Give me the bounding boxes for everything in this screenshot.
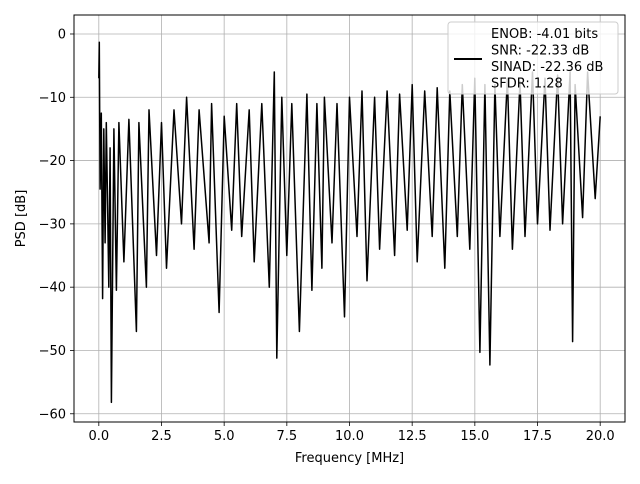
x-tick-label: 2.5 xyxy=(151,429,172,444)
legend-line: SNR: -22.33 dB xyxy=(491,44,589,59)
y-axis-ticks: 0 −10 −20 −30 −40 −50 −60 xyxy=(39,27,74,422)
legend-box xyxy=(447,21,619,95)
x-tick-label: 0.0 xyxy=(88,429,109,444)
x-axis-label: Frequency [MHz] xyxy=(295,451,404,466)
x-tick-label: 20.0 xyxy=(586,429,615,444)
x-tick-label: 12.5 xyxy=(398,429,427,444)
x-tick-label: 7.5 xyxy=(276,429,297,444)
x-axis-ticks: 0.0 2.5 5.0 7.5 10.0 12.5 15.0 17.5 20.0 xyxy=(88,422,615,444)
y-tick-label: −50 xyxy=(39,344,66,359)
y-tick-label: −20 xyxy=(39,154,66,169)
y-tick-label: −60 xyxy=(39,407,66,422)
y-tick-label: −10 xyxy=(39,91,66,106)
x-tick-label: 10.0 xyxy=(335,429,364,444)
grid xyxy=(74,15,625,422)
legend-line: SINAD: -22.36 dB xyxy=(491,60,603,75)
x-tick-label: 15.0 xyxy=(460,429,489,444)
y-tick-label: −30 xyxy=(39,217,66,232)
y-axis-label: PSD [dB] xyxy=(14,190,29,248)
legend-line: ENOB: -4.01 bits xyxy=(491,27,598,42)
legend-line: SFDR: 1.28 xyxy=(491,77,563,92)
y-tick-label: −40 xyxy=(39,281,66,296)
x-tick-label: 5.0 xyxy=(214,429,235,444)
x-tick-label: 17.5 xyxy=(523,429,552,444)
y-tick-label: 0 xyxy=(58,27,66,42)
